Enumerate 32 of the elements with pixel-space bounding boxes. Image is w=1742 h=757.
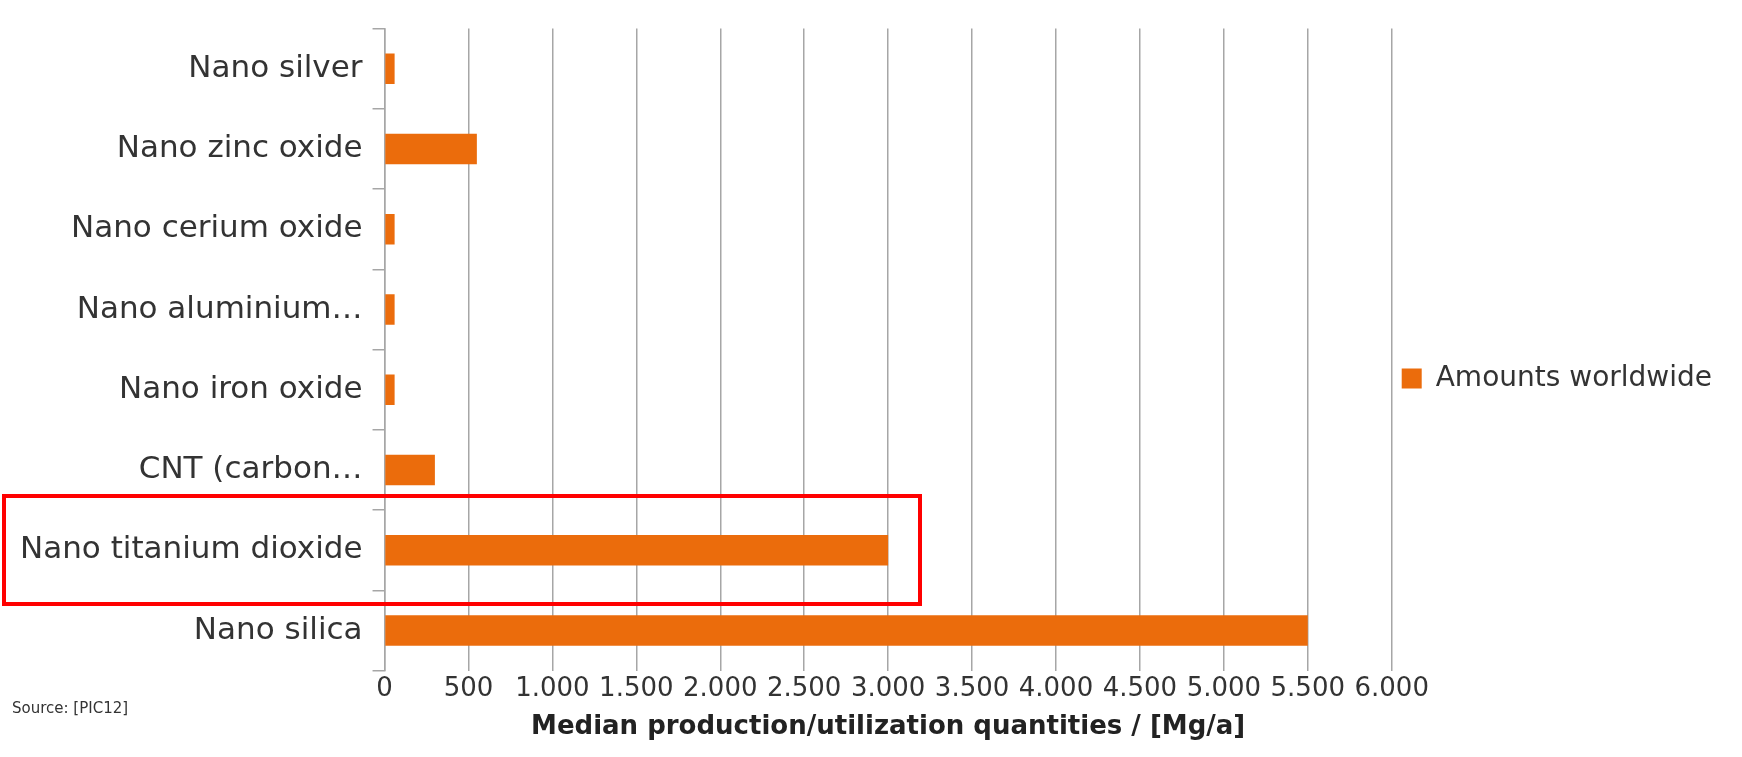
bar — [385, 294, 395, 325]
bar — [385, 454, 435, 486]
bar — [385, 534, 889, 566]
y-tick-label: Nano cerium oxide — [70, 208, 363, 245]
x-tick-label: 3.500 — [934, 671, 1010, 702]
x-tick-label: 4.000 — [1018, 671, 1094, 702]
bar — [385, 374, 395, 405]
legend-label: Amounts worldwide — [1435, 359, 1712, 393]
x-tick-label: 4.500 — [1102, 671, 1178, 702]
y-tick-label: Nano titanium dioxide — [20, 529, 363, 566]
y-tick-label: Nano zinc oxide — [116, 128, 363, 165]
bar — [385, 53, 395, 84]
x-tick-label: 5.500 — [1270, 671, 1345, 702]
x-tick-label: 1.000 — [515, 671, 590, 702]
y-tick-label: Nano silica — [193, 609, 363, 646]
y-tick-label: Nano aluminium… — [76, 288, 363, 325]
x-tick-label: 5.000 — [1186, 671, 1262, 702]
y-tick-label: Nano silver — [188, 47, 363, 84]
y-tick-label: CNT (carbon… — [138, 449, 363, 486]
bar — [385, 213, 395, 245]
x-tick-label: 500 — [443, 671, 494, 702]
x-tick-label: 6.000 — [1354, 671, 1429, 702]
bar — [385, 133, 477, 165]
x-axis-title: Median production/utilization quantities / [Mg/a] — [531, 710, 1246, 741]
x-tick-label: 0 — [376, 671, 393, 702]
x-tick-label: 2.000 — [683, 671, 758, 702]
y-tick-label: Nano iron oxide — [119, 368, 363, 405]
x-tick-label: 2.500 — [766, 671, 842, 702]
source-note: Source: [PIC12] — [12, 699, 129, 718]
x-tick-label: 3.000 — [850, 671, 926, 702]
x-tick-label: 1.500 — [599, 671, 674, 702]
bar — [385, 615, 1308, 646]
